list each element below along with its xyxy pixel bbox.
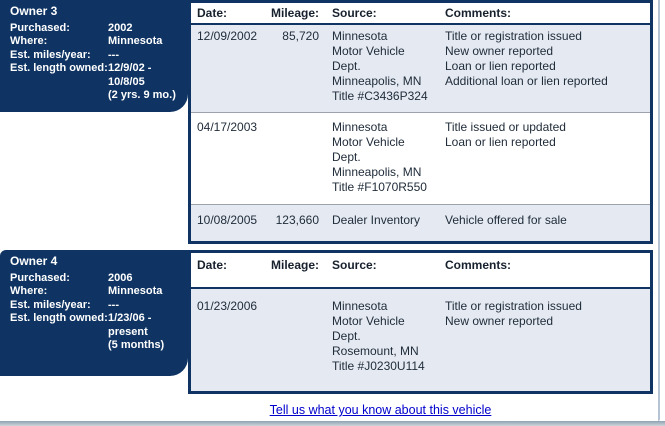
- field-value: ---: [108, 298, 119, 311]
- owner-3-miles-per-year-field: Est. miles/year: ---: [10, 49, 180, 63]
- field-label: Est. miles/year:: [10, 48, 91, 61]
- owner-4-where-field: Where: Minnesota: [10, 285, 180, 299]
- column-header-source: Source:: [332, 6, 377, 20]
- field-value: 2006: [108, 271, 133, 284]
- column-header-mileage: Mileage:: [270, 258, 319, 272]
- column-header-comments: Comments:: [445, 258, 512, 272]
- spacer: [319, 6, 332, 21]
- owner-3-history-table: Date: Mileage: Source: Comments: 12/09/2…: [188, 0, 653, 244]
- column-header-date: Date:: [197, 6, 228, 20]
- row-source: Minnesota Motor Vehicle Dept. Rosemount,…: [332, 299, 425, 373]
- field-value: Minnesota: [108, 35, 163, 47]
- spacer: [319, 299, 332, 391]
- table-row: 04/17/2003 Minnesota Motor Vehicle Dept.…: [191, 112, 650, 204]
- column-header-mileage: Mileage:: [270, 6, 319, 20]
- row-mileage: 123,660: [275, 213, 319, 227]
- spacer: [319, 213, 332, 241]
- column-header-date: Date:: [197, 258, 228, 272]
- tell-us-link[interactable]: Tell us what you know about this vehicle: [269, 403, 492, 417]
- owner-3-summary-panel: Owner 3 Purchased: 2002 Where: Minnesota…: [0, 0, 188, 112]
- field-label: Where:: [10, 35, 48, 47]
- owner-3-purchased-field: Purchased: 2002: [10, 22, 180, 36]
- field-label: Where:: [10, 285, 48, 297]
- field-value: 2002: [108, 21, 133, 34]
- field-value: 1/23/06 - present (5 months): [108, 312, 165, 351]
- owner-4-history-table: Date: Mileage: Source: Comments: 01/23/2…: [188, 250, 653, 394]
- owner-4-miles-per-year-field: Est. miles/year: ---: [10, 299, 180, 313]
- table-row: 12/09/2002 85,720 Minnesota Motor Vehicl…: [191, 25, 650, 112]
- owner-3-length-owned-field: Est. length owned: 12/9/02 - 10/8/05 (2 …: [10, 62, 180, 103]
- field-value: ---: [108, 48, 119, 61]
- row-mileage: [267, 120, 319, 204]
- column-header-source: Source:: [332, 258, 377, 272]
- owner-3-section: Owner 3 Purchased: 2002 Where: Minnesota…: [0, 0, 653, 244]
- row-date: 04/17/2003: [197, 120, 258, 134]
- field-value: Minnesota: [108, 285, 163, 297]
- row-source: Minnesota Motor Vehicle Dept. Minneapoli…: [332, 29, 428, 103]
- row-date: 12/09/2002: [197, 29, 258, 43]
- footer: Tell us what you know about this vehicle: [0, 401, 665, 419]
- row-mileage: 85,720: [282, 29, 319, 43]
- table-row: 10/08/2005 123,660 Dealer Inventory Vehi…: [191, 204, 650, 241]
- page-frame-right-edge: [658, 0, 660, 421]
- field-value: 12/9/02 - 10/8/05 (2 yrs. 9 mo.): [108, 62, 176, 101]
- owner-4-purchased-field: Purchased: 2006: [10, 272, 180, 286]
- row-comments: Vehicle offered for sale: [445, 213, 567, 227]
- spacer: [319, 258, 332, 273]
- owner-4-table-header: Date: Mileage: Source: Comments:: [191, 253, 650, 289]
- owner-4-section: Owner 4 Purchased: 2006 Where: Minnesota…: [0, 250, 653, 394]
- row-comments: Title issued or updated Loan or lien rep…: [445, 120, 566, 149]
- column-header-comments: Comments:: [445, 6, 512, 20]
- spacer: [319, 29, 332, 112]
- owner-3-table-header: Date: Mileage: Source: Comments:: [191, 3, 650, 25]
- owner-4-summary-panel: Owner 4 Purchased: 2006 Where: Minnesota…: [0, 250, 188, 376]
- row-date: 10/08/2005: [197, 213, 258, 227]
- spacer: [319, 120, 332, 204]
- field-label: Est. length owned:: [10, 312, 108, 324]
- row-comments: Title or registration issued New owner r…: [445, 29, 608, 88]
- row-comments: Title or registration issued New owner r…: [445, 299, 582, 328]
- owner-3-title: Owner 3: [10, 4, 58, 18]
- row-date: 01/23/2006: [197, 299, 258, 313]
- row-source: Dealer Inventory: [332, 213, 421, 227]
- row-source: Minnesota Motor Vehicle Dept. Minneapoli…: [332, 120, 427, 194]
- table-row: 01/23/2006 Minnesota Motor Vehicle Dept.…: [191, 289, 650, 391]
- owner-4-length-owned-field: Est. length owned: 1/23/06 - present (5 …: [10, 312, 180, 353]
- owner-4-title: Owner 4: [10, 254, 58, 268]
- field-label: Est. length owned:: [10, 62, 108, 74]
- row-mileage: [267, 299, 319, 391]
- owner-3-where-field: Where: Minnesota: [10, 35, 180, 49]
- field-label: Purchased:: [10, 21, 70, 34]
- page-frame-bottom-bar: [0, 421, 665, 426]
- field-label: Est. miles/year:: [10, 298, 91, 311]
- field-label: Purchased:: [10, 271, 70, 284]
